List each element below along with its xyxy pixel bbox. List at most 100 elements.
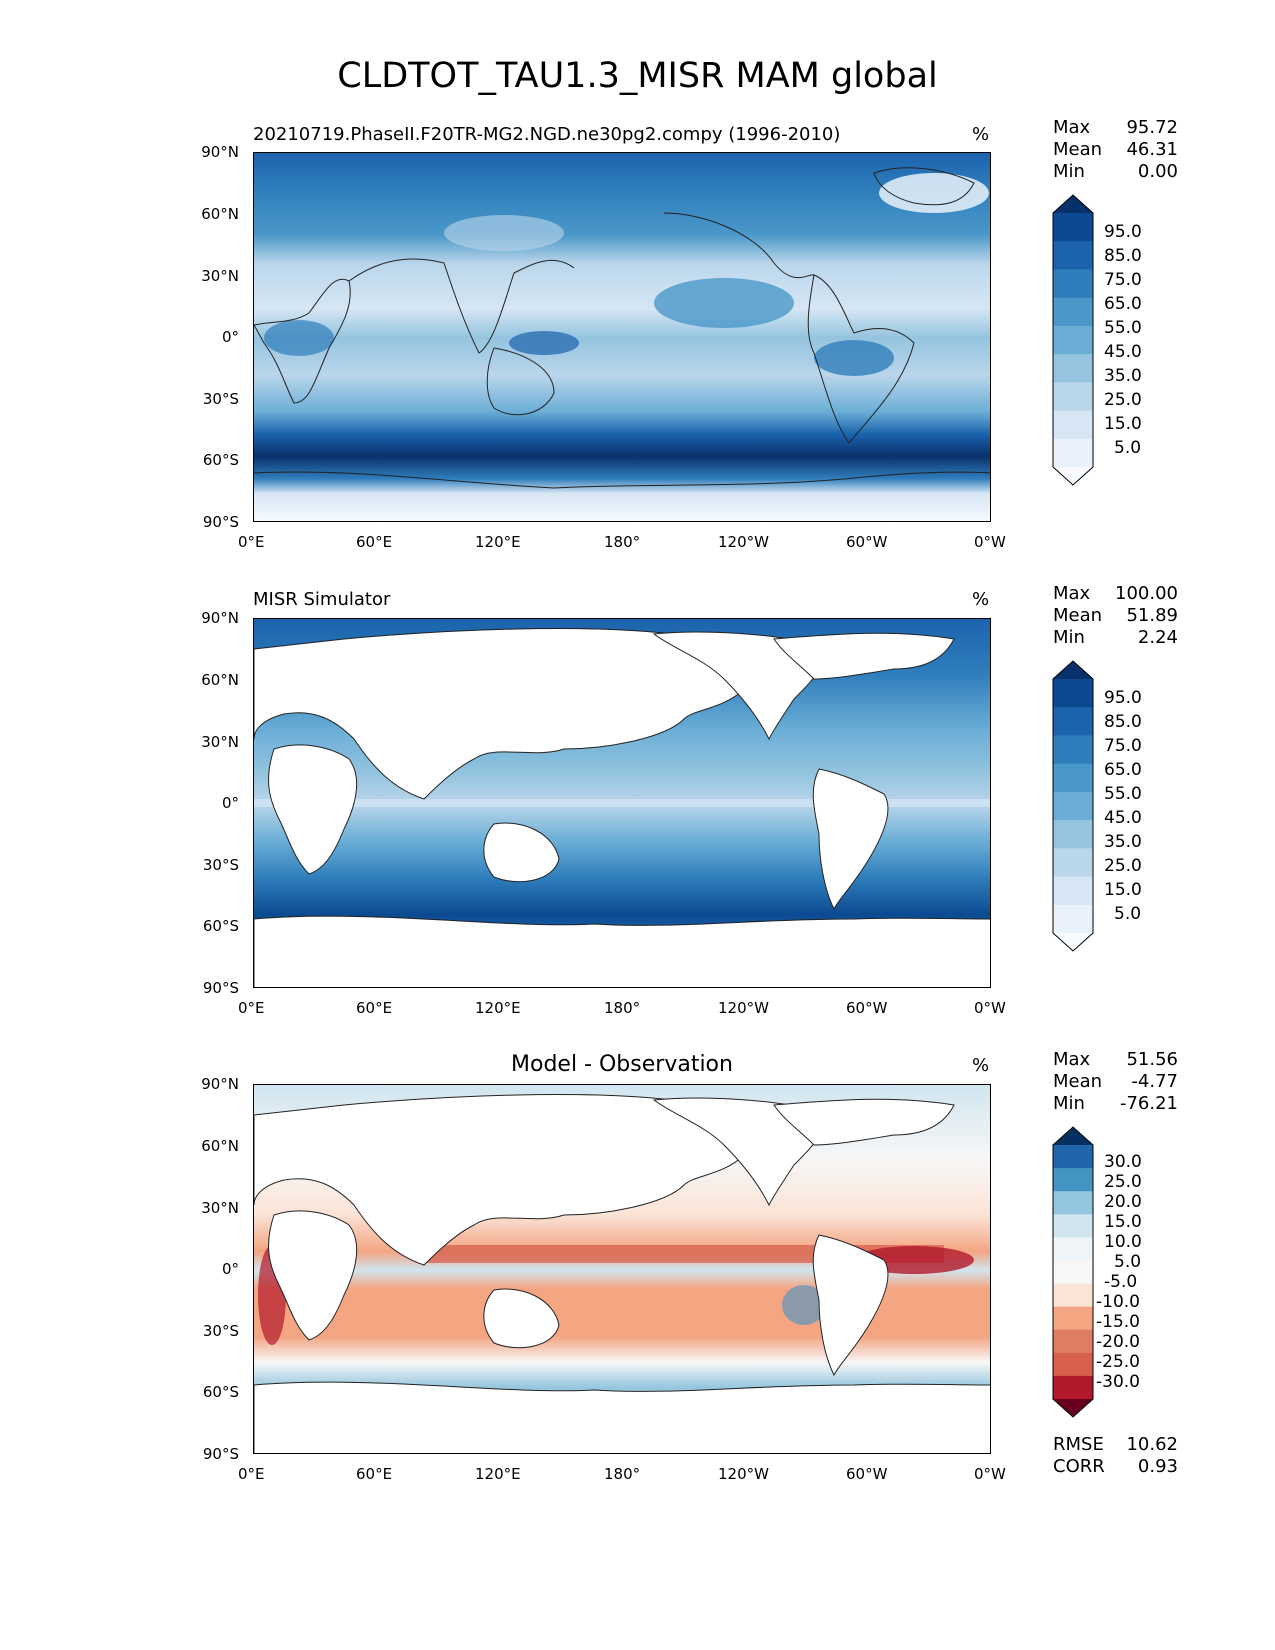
colorbar-segment: [1053, 382, 1093, 412]
panel-2-lat-label: 30°N: [201, 733, 239, 751]
panel-1-title: 20210719.PhaseII.F20TR-MG2.NGD.ne30pg2.c…: [253, 124, 841, 145]
panel-3-min-label: Min: [1053, 1093, 1085, 1114]
panel-3-lon-label: 0°E: [238, 1465, 265, 1483]
panel-1-lon-label: 180°: [604, 533, 641, 551]
colorbar-segment: [1053, 269, 1093, 299]
panel-3-colorbar-label: -20.0: [1096, 1332, 1140, 1352]
panel-1-lon-label: 60°W: [846, 533, 888, 551]
panel-3-max-value: 51.56: [1126, 1049, 1178, 1070]
panel-2-lon-label: 0°E: [238, 999, 265, 1017]
colorbar-segment: [1053, 679, 1093, 708]
panel-2-lat-label: 90°S: [202, 979, 239, 997]
colorbar-extend-bottom: [1053, 467, 1093, 485]
panel-1-lat-label: 90°S: [202, 513, 239, 531]
panel-1-lon-label: 0°E: [238, 533, 265, 551]
colorbar-outline: [1052, 660, 1094, 952]
panel-3-lat-label: 90°S: [202, 1445, 239, 1463]
panel-1-colorbar-label: 65.0: [1104, 294, 1142, 314]
colorbar-segment: [1053, 707, 1093, 736]
panel-3-lat-label: 60°S: [202, 1383, 239, 1401]
panel-3-map: [253, 1084, 991, 1454]
colorbar-segment: [1053, 763, 1093, 793]
panel-2-colorbar-label: 95.0: [1104, 688, 1142, 708]
panel-3-colorbar-label: -25.0: [1096, 1352, 1140, 1372]
panel-2-mean-label: Mean: [1053, 605, 1103, 626]
colorbar-segment: [1053, 1260, 1093, 1285]
panel-3-colorbar-label: -30.0: [1096, 1372, 1140, 1392]
colorbar-segment: [1053, 848, 1093, 878]
panel-3-mean-label: Mean: [1053, 1071, 1103, 1092]
colorbar-segment: [1053, 325, 1093, 355]
colorbar-outline: [1052, 1126, 1094, 1418]
panel-2-colorbar-label: 85.0: [1104, 712, 1142, 732]
panel-1-min-value: 0.00: [1137, 161, 1178, 182]
panel-2-lon-label: 120°E: [475, 999, 521, 1017]
panel-1-lon-label: 60°E: [356, 533, 393, 551]
panel-2-colorbar-label: 45.0: [1104, 808, 1142, 828]
rmse-label: RMSE: [1053, 1434, 1104, 1455]
panel-2-colorbar-label: 65.0: [1104, 760, 1142, 780]
panel-1-max-label: Max: [1053, 117, 1091, 138]
figure-title: CLDTOT_TAU1.3_MISR MAM global: [337, 56, 938, 96]
panel-1-colorbar-label: 45.0: [1104, 342, 1142, 362]
panel-2-units: %: [972, 589, 990, 610]
panel-3-units: %: [972, 1055, 990, 1076]
panel-1-lat-label: 60°N: [201, 205, 239, 223]
panel-1-colorbar-label: 35.0: [1104, 366, 1142, 386]
panel-2-min-label: Min: [1053, 627, 1085, 648]
panel-3-colorbar-label: -5.0: [1104, 1272, 1138, 1292]
panel-2-mean-value: 51.89: [1126, 605, 1178, 626]
panel-3-colorbar-label: 20.0: [1104, 1192, 1142, 1212]
panel-3-colorbar-label: -10.0: [1096, 1292, 1140, 1312]
panel-3-max-label: Max: [1053, 1049, 1091, 1070]
panel-2-colorbar-label: 35.0: [1104, 832, 1142, 852]
corr-label: CORR: [1053, 1456, 1105, 1477]
colorbar-extend-top: [1053, 1127, 1093, 1145]
colorbar-extend-top: [1053, 661, 1093, 679]
panel-3-min-value: -76.21: [1119, 1093, 1178, 1114]
colorbar-segment: [1053, 1375, 1093, 1400]
rmse-value: 10.62: [1126, 1434, 1178, 1455]
panel-2-lat-label: 0°: [221, 794, 239, 812]
colorbar-segment: [1053, 297, 1093, 327]
colorbar-segment: [1053, 213, 1093, 242]
panel-3-lat-label: 30°S: [202, 1322, 239, 1340]
corr-value: 0.93: [1137, 1456, 1178, 1477]
panel-3-lon-label: 0°W: [974, 1465, 1006, 1483]
colorbar-segment: [1053, 1306, 1093, 1331]
colorbar-extend-top: [1053, 195, 1093, 213]
panel-1-lat-label: 90°N: [201, 143, 239, 161]
panel-3-lat-label: 90°N: [201, 1075, 239, 1093]
colorbar-outline: [1052, 194, 1094, 486]
panel-2-colorbar-label: 25.0: [1104, 856, 1142, 876]
panel-1-lat-label: 30°N: [201, 267, 239, 285]
colorbar-segment: [1053, 1237, 1093, 1261]
colorbar-extend-bottom: [1053, 1399, 1093, 1417]
panel-1-colorbar-label: 15.0: [1104, 414, 1142, 434]
panel-1-units: %: [972, 124, 990, 145]
colorbar-segment: [1053, 1352, 1093, 1377]
panel-3-colorbar-label: 30.0: [1104, 1152, 1142, 1172]
panel-3-lon-label: 120°E: [475, 1465, 521, 1483]
colorbar-segment: [1053, 1329, 1093, 1354]
colorbar-segment: [1053, 241, 1093, 270]
panel-1-map: [253, 152, 991, 522]
panel-1-min-label: Min: [1053, 161, 1085, 182]
colorbar-segment: [1053, 735, 1093, 765]
panel-1-max-value: 95.72: [1126, 117, 1178, 138]
panel-2-map: [253, 618, 991, 988]
panel-3-lat-label: 60°N: [201, 1137, 239, 1155]
panel-2-colorbar-label: 5.0: [1114, 904, 1142, 924]
panel-1-mean-value: 46.31: [1126, 139, 1178, 160]
panel-1-lon-label: 120°E: [475, 533, 521, 551]
panel-3-title: Model - Observation: [511, 1052, 733, 1077]
colorbar-segment: [1053, 1283, 1093, 1308]
colorbar-segment: [1053, 820, 1093, 849]
panel-2-lon-label: 120°W: [718, 999, 769, 1017]
panel-2-lon-label: 180°: [604, 999, 641, 1017]
panel-1-colorbar-label: 75.0: [1104, 270, 1142, 290]
panel-2-lat-label: 60°S: [202, 917, 239, 935]
panel-2-colorbar-label: 15.0: [1104, 880, 1142, 900]
panel-1-colorbar-label: 55.0: [1104, 318, 1142, 338]
panel-3-colorbar-label: 25.0: [1104, 1172, 1142, 1192]
